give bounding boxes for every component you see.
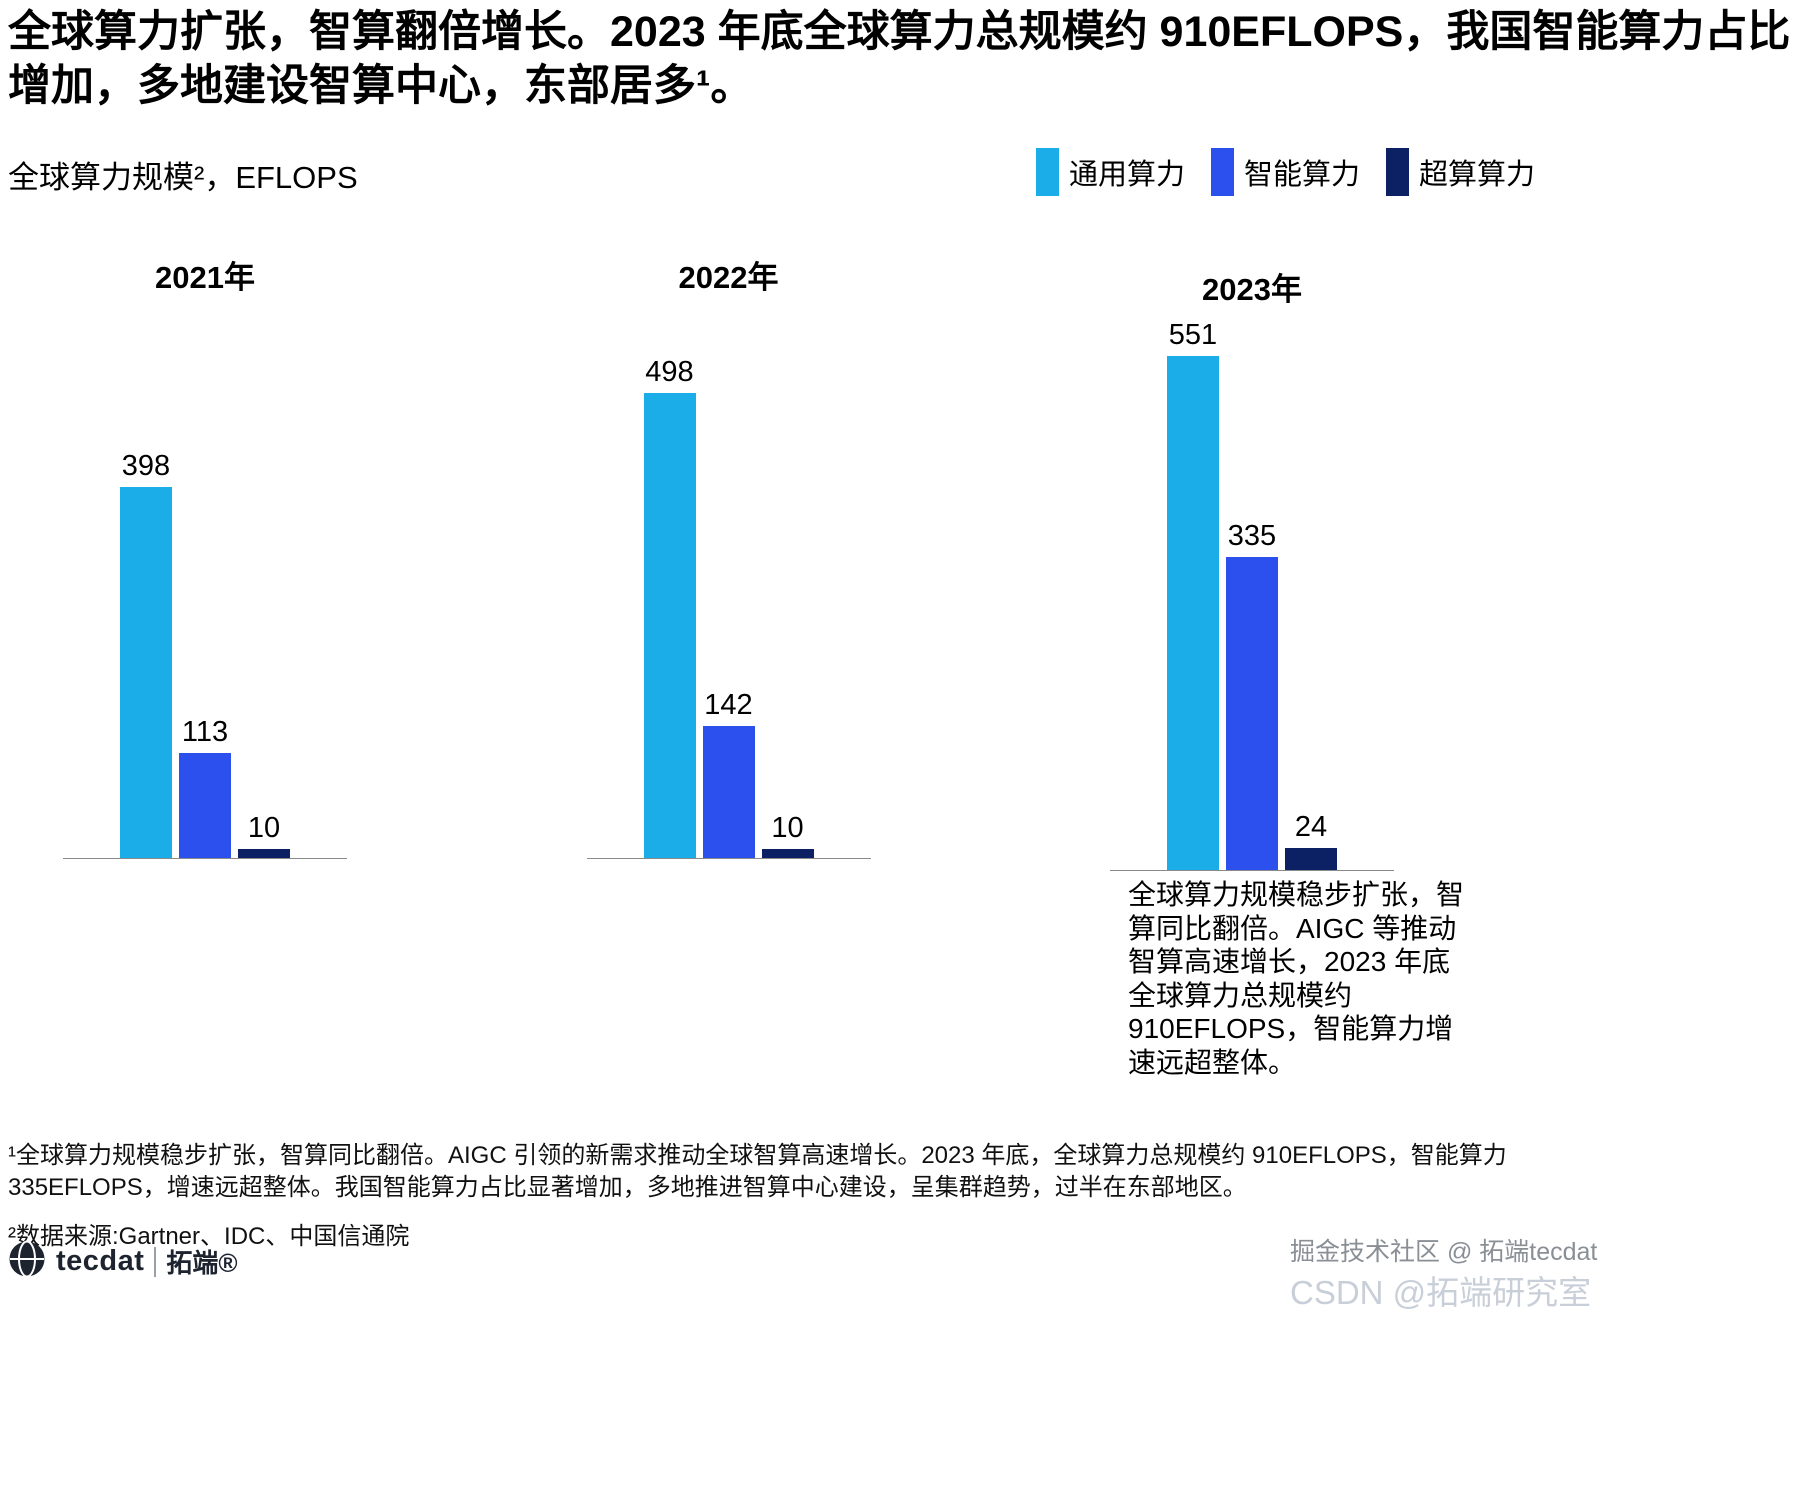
bar <box>1285 848 1337 870</box>
legend-swatch-general <box>1036 148 1059 196</box>
bar-column-2021年-超算算力: 10 <box>238 812 290 858</box>
chart-panel-2021: 2021年 398 113 10 <box>63 252 347 871</box>
bar-column-2023年-智能算力: 335 <box>1226 520 1278 870</box>
footer-logo: tecdat 拓端® <box>8 1240 238 1283</box>
legend-label: 超算算力 <box>1419 159 1536 191</box>
bar <box>1167 356 1219 870</box>
chart-title: 全球算力规模²，EFLOPS <box>8 160 358 195</box>
legend: 通用算力 智能算力 超算算力 <box>1036 148 1535 196</box>
bar-column-2022年-智能算力: 142 <box>702 689 755 858</box>
logo-wordmark: tecdat <box>56 1245 145 1277</box>
bar-value-label: 551 <box>1168 319 1218 351</box>
bar-value-label: 113 <box>181 716 229 748</box>
chart-panel-2022: 2022年 498 142 10 <box>586 252 871 871</box>
bar <box>238 849 290 858</box>
chart-annotation: 全球算力规模稳步扩张，智算同比翻倍。AIGC 等推动智算高速增长，2023 年底… <box>1128 879 1465 1078</box>
bar-value-label: 10 <box>247 812 281 844</box>
bar-value-label: 142 <box>704 689 753 721</box>
chart-panel-2023: 2023年 551 335 24 <box>1110 264 1394 871</box>
legend-item-intelligent: 智能算力 <box>1211 148 1360 196</box>
bar-value-label: 24 <box>1294 811 1328 843</box>
bar-column-2022年-通用算力: 498 <box>643 356 696 858</box>
watermark-line-2: CSDN @拓端研究室 <box>1290 1274 1592 1311</box>
bar-column-2022年-超算算力: 10 <box>761 812 814 858</box>
bar-value-label: 335 <box>1227 520 1277 552</box>
legend-label: 通用算力 <box>1069 159 1186 191</box>
legend-swatch-supercomputing <box>1386 148 1410 196</box>
bar <box>643 393 696 858</box>
bar-group: 398 113 10 <box>63 303 347 859</box>
year-label: 2023年 <box>1202 272 1302 307</box>
legend-item-supercomputing: 超算算力 <box>1386 148 1535 196</box>
bar-chart: 2021年 398 113 10 2022年 498 142 10 2023年 551 3… <box>63 252 1394 871</box>
bar-group: 551 335 24 <box>1110 315 1394 871</box>
watermark: 掘金技术社区 @ 拓端tecdat CSDN @拓端研究室 <box>1290 1232 1597 1314</box>
bar-column-2021年-通用算力: 398 <box>120 450 172 858</box>
bar-column-2023年-超算算力: 24 <box>1285 811 1337 870</box>
watermark-line-1: 掘金技术社区 @ 拓端tecdat <box>1290 1238 1598 1266</box>
year-label: 2021年 <box>155 260 255 295</box>
page-title: 全球算力扩张，智算翻倍增长。2023 年底全球算力总规模约 910EFLOPS，… <box>8 8 1791 110</box>
legend-swatch-intelligent <box>1211 148 1235 196</box>
bar-group: 498 142 10 <box>586 303 871 859</box>
bar <box>761 849 814 858</box>
bar-value-label: 498 <box>645 356 694 388</box>
footnote-1: ¹全球算力规模稳步扩张，智算同比翻倍。AIGC 引领的新需求推动全球智算高速增长… <box>8 1142 1507 1202</box>
logo-divider <box>154 1246 157 1277</box>
footnote-2-source: ²数据来源:Gartner、IDC、中国信通院 <box>8 1222 410 1250</box>
bar-value-label: 10 <box>771 812 804 844</box>
bar <box>1226 557 1278 870</box>
bar-column-2021年-智能算力: 113 <box>179 716 231 858</box>
bar-column-2023年-通用算力: 551 <box>1167 319 1219 870</box>
bar <box>120 487 172 858</box>
bar-value-label: 398 <box>121 450 171 482</box>
globe-icon <box>8 1240 46 1283</box>
footnotes: ¹全球算力规模稳步扩张，智算同比翻倍。AIGC 引领的新需求推动全球智算高速增长… <box>8 1140 1578 1253</box>
legend-label: 智能算力 <box>1244 159 1361 191</box>
bar <box>702 726 755 858</box>
legend-item-general: 通用算力 <box>1036 148 1185 196</box>
bar <box>179 753 231 858</box>
logo-brand-cn: 拓端® <box>166 1248 238 1278</box>
year-label: 2022年 <box>678 260 779 295</box>
